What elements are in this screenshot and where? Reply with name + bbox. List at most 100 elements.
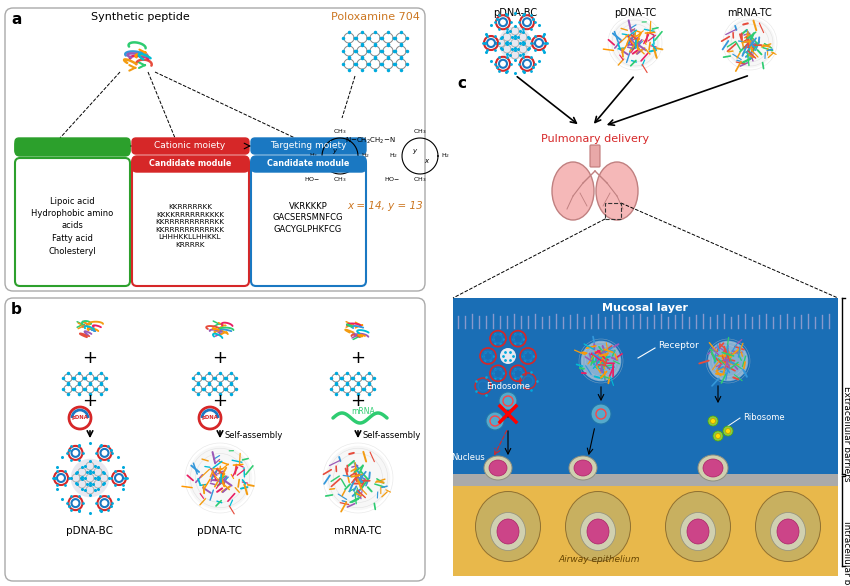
Circle shape — [713, 431, 723, 441]
Text: Self-assembly: Self-assembly — [225, 431, 283, 440]
Text: Anchor moiety: Anchor moiety — [39, 141, 105, 151]
Bar — [453, 298, 838, 576]
Ellipse shape — [475, 492, 541, 561]
Circle shape — [610, 18, 660, 68]
Circle shape — [725, 18, 775, 68]
FancyBboxPatch shape — [590, 145, 600, 167]
Circle shape — [98, 496, 111, 510]
Circle shape — [484, 36, 498, 50]
Text: Extracellular barriers: Extracellular barriers — [842, 386, 850, 482]
Text: +: + — [212, 392, 228, 410]
Circle shape — [496, 15, 510, 29]
Text: $\rm N{-}CH_2CH_2{-}N$: $\rm N{-}CH_2CH_2{-}N$ — [345, 136, 395, 146]
Text: KKRRRRRKK
KKKKRRRRRRKKKK
KKRRRRRRRRRRKK
KKRRRRRRRRRRKK
LHHHKKLLHHKKL
KRRRRK: KKRRRRRKK KKKKRRRRRRKKKK KKRRRRRRRRRRKK … — [156, 205, 224, 248]
Text: c: c — [457, 76, 466, 91]
Ellipse shape — [596, 162, 638, 220]
Text: y: y — [332, 148, 336, 154]
Text: Poloxamine 704: Poloxamine 704 — [331, 12, 419, 22]
Circle shape — [71, 459, 110, 498]
Ellipse shape — [565, 492, 631, 561]
Ellipse shape — [703, 459, 723, 477]
Text: pDNA-TC: pDNA-TC — [197, 526, 242, 536]
Text: Cationic moiety: Cationic moiety — [155, 141, 225, 151]
Text: mRNA: mRNA — [351, 407, 375, 417]
Circle shape — [499, 392, 517, 410]
Ellipse shape — [574, 460, 592, 476]
Text: $\rm HO{-}$: $\rm HO{-}$ — [384, 175, 400, 183]
Circle shape — [500, 348, 516, 364]
Text: Targeting moiety: Targeting moiety — [269, 141, 346, 151]
Text: Receptor: Receptor — [658, 342, 699, 350]
Ellipse shape — [777, 519, 799, 544]
Text: Airway epithelium: Airway epithelium — [558, 555, 640, 564]
Text: $\rm CH_3$: $\rm CH_3$ — [413, 176, 427, 185]
FancyBboxPatch shape — [251, 156, 366, 172]
Text: mRNA-TC: mRNA-TC — [728, 8, 773, 18]
Circle shape — [188, 446, 252, 510]
Text: $\rm CH_3$: $\rm CH_3$ — [413, 128, 427, 137]
Text: pDNA: pDNA — [201, 415, 218, 421]
Text: $\rm H_2$: $\rm H_2$ — [389, 152, 399, 161]
Circle shape — [69, 446, 82, 460]
Text: pDNA-BC: pDNA-BC — [66, 526, 114, 536]
Text: Candidate module: Candidate module — [149, 159, 231, 169]
Text: pDNA-BC: pDNA-BC — [493, 8, 537, 18]
FancyBboxPatch shape — [251, 138, 366, 154]
Text: $\rm H_2$: $\rm H_2$ — [361, 152, 371, 161]
FancyBboxPatch shape — [15, 158, 130, 286]
Text: a: a — [11, 12, 21, 27]
Ellipse shape — [587, 519, 609, 544]
FancyBboxPatch shape — [132, 138, 249, 154]
Text: Self-assembly: Self-assembly — [363, 431, 422, 440]
Circle shape — [726, 428, 730, 434]
Text: Ribosome: Ribosome — [743, 414, 785, 423]
Bar — [453, 486, 838, 576]
Circle shape — [591, 404, 611, 424]
Text: x: x — [424, 158, 428, 164]
Ellipse shape — [756, 492, 820, 561]
Ellipse shape — [489, 460, 507, 476]
Ellipse shape — [666, 492, 730, 561]
Ellipse shape — [569, 456, 597, 480]
Text: b: b — [11, 302, 22, 317]
Circle shape — [708, 341, 748, 381]
Text: +: + — [350, 349, 366, 367]
Circle shape — [69, 407, 91, 429]
Text: Synthetic peptide: Synthetic peptide — [91, 12, 190, 22]
Circle shape — [711, 418, 716, 424]
Text: Lipoic acid
Hydrophobic amino
acids
Fatty acid
Cholesteryl: Lipoic acid Hydrophobic amino acids Fatt… — [31, 196, 113, 255]
Text: Intracellular barriers: Intracellular barriers — [842, 521, 850, 586]
Text: Endosome: Endosome — [486, 382, 530, 391]
Text: pDNA: pDNA — [71, 415, 88, 421]
Circle shape — [716, 434, 721, 438]
Text: Mucosal layer: Mucosal layer — [603, 303, 688, 313]
Ellipse shape — [497, 519, 519, 544]
Text: +: + — [82, 349, 98, 367]
Circle shape — [69, 496, 82, 510]
Text: mRNA-TC: mRNA-TC — [334, 526, 382, 536]
FancyBboxPatch shape — [132, 156, 249, 172]
Text: x = 14, y = 13: x = 14, y = 13 — [347, 201, 422, 211]
Circle shape — [498, 26, 531, 60]
Text: x: x — [344, 158, 348, 164]
Ellipse shape — [770, 513, 806, 550]
Text: Pulmonary delivery: Pulmonary delivery — [541, 134, 649, 144]
Ellipse shape — [681, 513, 716, 550]
Circle shape — [581, 341, 621, 381]
Text: $\rm H_2$: $\rm H_2$ — [441, 152, 451, 161]
FancyBboxPatch shape — [15, 138, 130, 154]
Bar — [605, 203, 621, 219]
Circle shape — [486, 412, 504, 430]
Circle shape — [708, 416, 718, 426]
Circle shape — [54, 471, 68, 485]
Text: VKRKKKP
GACSERSMNFCG
GACYGLPHKFCG: VKRKKKP GACSERSMNFCG GACYGLPHKFCG — [273, 202, 343, 234]
Text: +: + — [212, 349, 228, 367]
Ellipse shape — [687, 519, 709, 544]
Text: +: + — [350, 392, 366, 410]
Text: $\rm CH_3$: $\rm CH_3$ — [333, 128, 347, 137]
FancyBboxPatch shape — [15, 140, 130, 156]
Circle shape — [496, 57, 510, 71]
Ellipse shape — [484, 456, 512, 480]
Circle shape — [532, 36, 546, 50]
Text: $\rm H_2$: $\rm H_2$ — [309, 152, 319, 161]
